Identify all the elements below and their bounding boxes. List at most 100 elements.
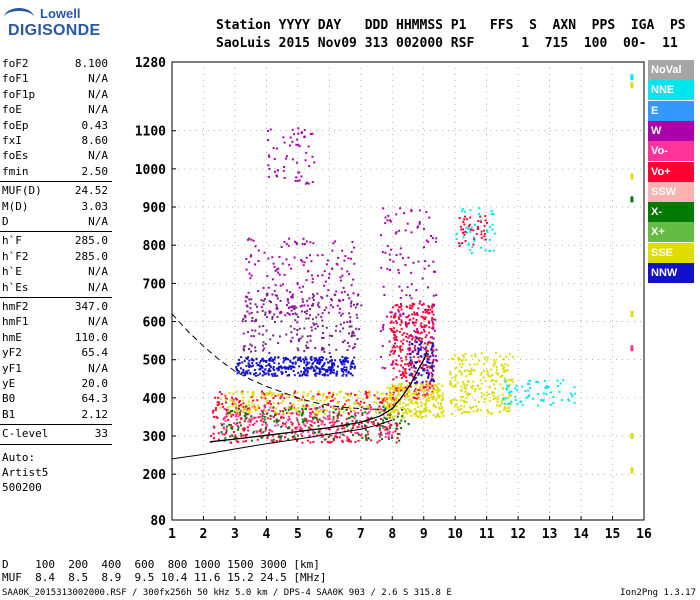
echo-point [315,322,318,325]
echo-point [318,370,321,373]
echo-point [413,347,416,350]
auto-line: Artist5 [2,465,49,479]
echo-point [511,378,514,381]
echo-point [427,409,430,412]
echo-point [400,319,403,322]
echo-point [431,327,434,330]
echo-point [277,420,280,423]
echo-point [429,341,432,344]
echo-point [351,347,354,350]
echo-point [558,390,561,393]
echo-point [502,365,505,368]
echo-point [426,353,429,356]
echo-point [414,397,417,400]
echo-point [361,413,364,416]
param-value: 8.100 [74,57,108,70]
echo-point [431,345,434,348]
echo-point [297,315,300,318]
echo-point [469,228,472,231]
echo-point [366,430,369,433]
echo-point [231,403,234,406]
echo-point [266,392,269,395]
echo-point [491,391,494,394]
echo-point [432,365,435,368]
echo-point [312,417,315,420]
echo-point [418,209,421,212]
echo-point [330,304,333,307]
echo-point [392,360,395,363]
echo-point [524,390,527,393]
echo-point [463,401,466,404]
echo-point [240,391,243,394]
echo-point [219,397,222,400]
echo-point [394,385,397,388]
echo-point [423,390,426,393]
echo-point [321,312,324,315]
echo-point [384,222,387,225]
echo-point [271,315,274,318]
echo-point [489,226,492,229]
echo-point [232,392,235,395]
echo-point [494,352,497,355]
echo-point [394,430,397,433]
echo-point [375,411,378,414]
echo-point [295,176,298,179]
echo-point [394,406,397,409]
echo-point [483,356,486,359]
echo-point [411,313,414,316]
echo-point [270,405,273,408]
echo-point [504,363,507,366]
echo-point [267,286,270,289]
echo-point [440,411,443,414]
echo-point [298,410,301,413]
echo-point [245,268,248,271]
echo-point [364,393,367,396]
echo-point [316,372,319,375]
echo-point [397,410,400,413]
echo-point [508,379,511,382]
echo-point [294,362,297,365]
echo-point [416,337,419,340]
echo-point [272,365,275,368]
echo-point [272,392,275,395]
echo-point [225,428,228,431]
echo-point [248,407,251,410]
param-value: N/A [88,72,108,86]
echo-point [335,290,338,293]
echo-point [321,274,324,277]
y-tick-label: 1100 [135,125,166,140]
echo-point [415,361,418,364]
echo-point [292,403,295,406]
echo-point [424,353,427,356]
echo-point [470,407,473,410]
echo-point [330,434,333,437]
echo-point [250,254,253,257]
echo-point [404,263,407,266]
echo-point [284,393,287,396]
echo-point [274,413,277,416]
echo-point [504,381,507,384]
echo-point [218,403,221,406]
echo-point [312,397,315,400]
echo-point [410,360,413,363]
echo-point [273,265,276,268]
echo-point [472,385,475,388]
echo-point [358,328,361,331]
echo-point [423,324,426,327]
echo-point [483,398,486,401]
echo-point [303,327,306,330]
echo-point [249,302,252,305]
echo-point [386,397,389,400]
echo-point [408,322,411,325]
echo-point [405,376,408,379]
echo-point [352,426,355,429]
echo-point [307,426,310,429]
echo-point [253,368,256,371]
echo-point [573,401,576,404]
echo-point [228,391,231,394]
echo-point [329,360,332,363]
echo-point [342,411,345,414]
echo-point [453,376,456,379]
echo-point [431,311,434,314]
echo-point [341,312,344,315]
